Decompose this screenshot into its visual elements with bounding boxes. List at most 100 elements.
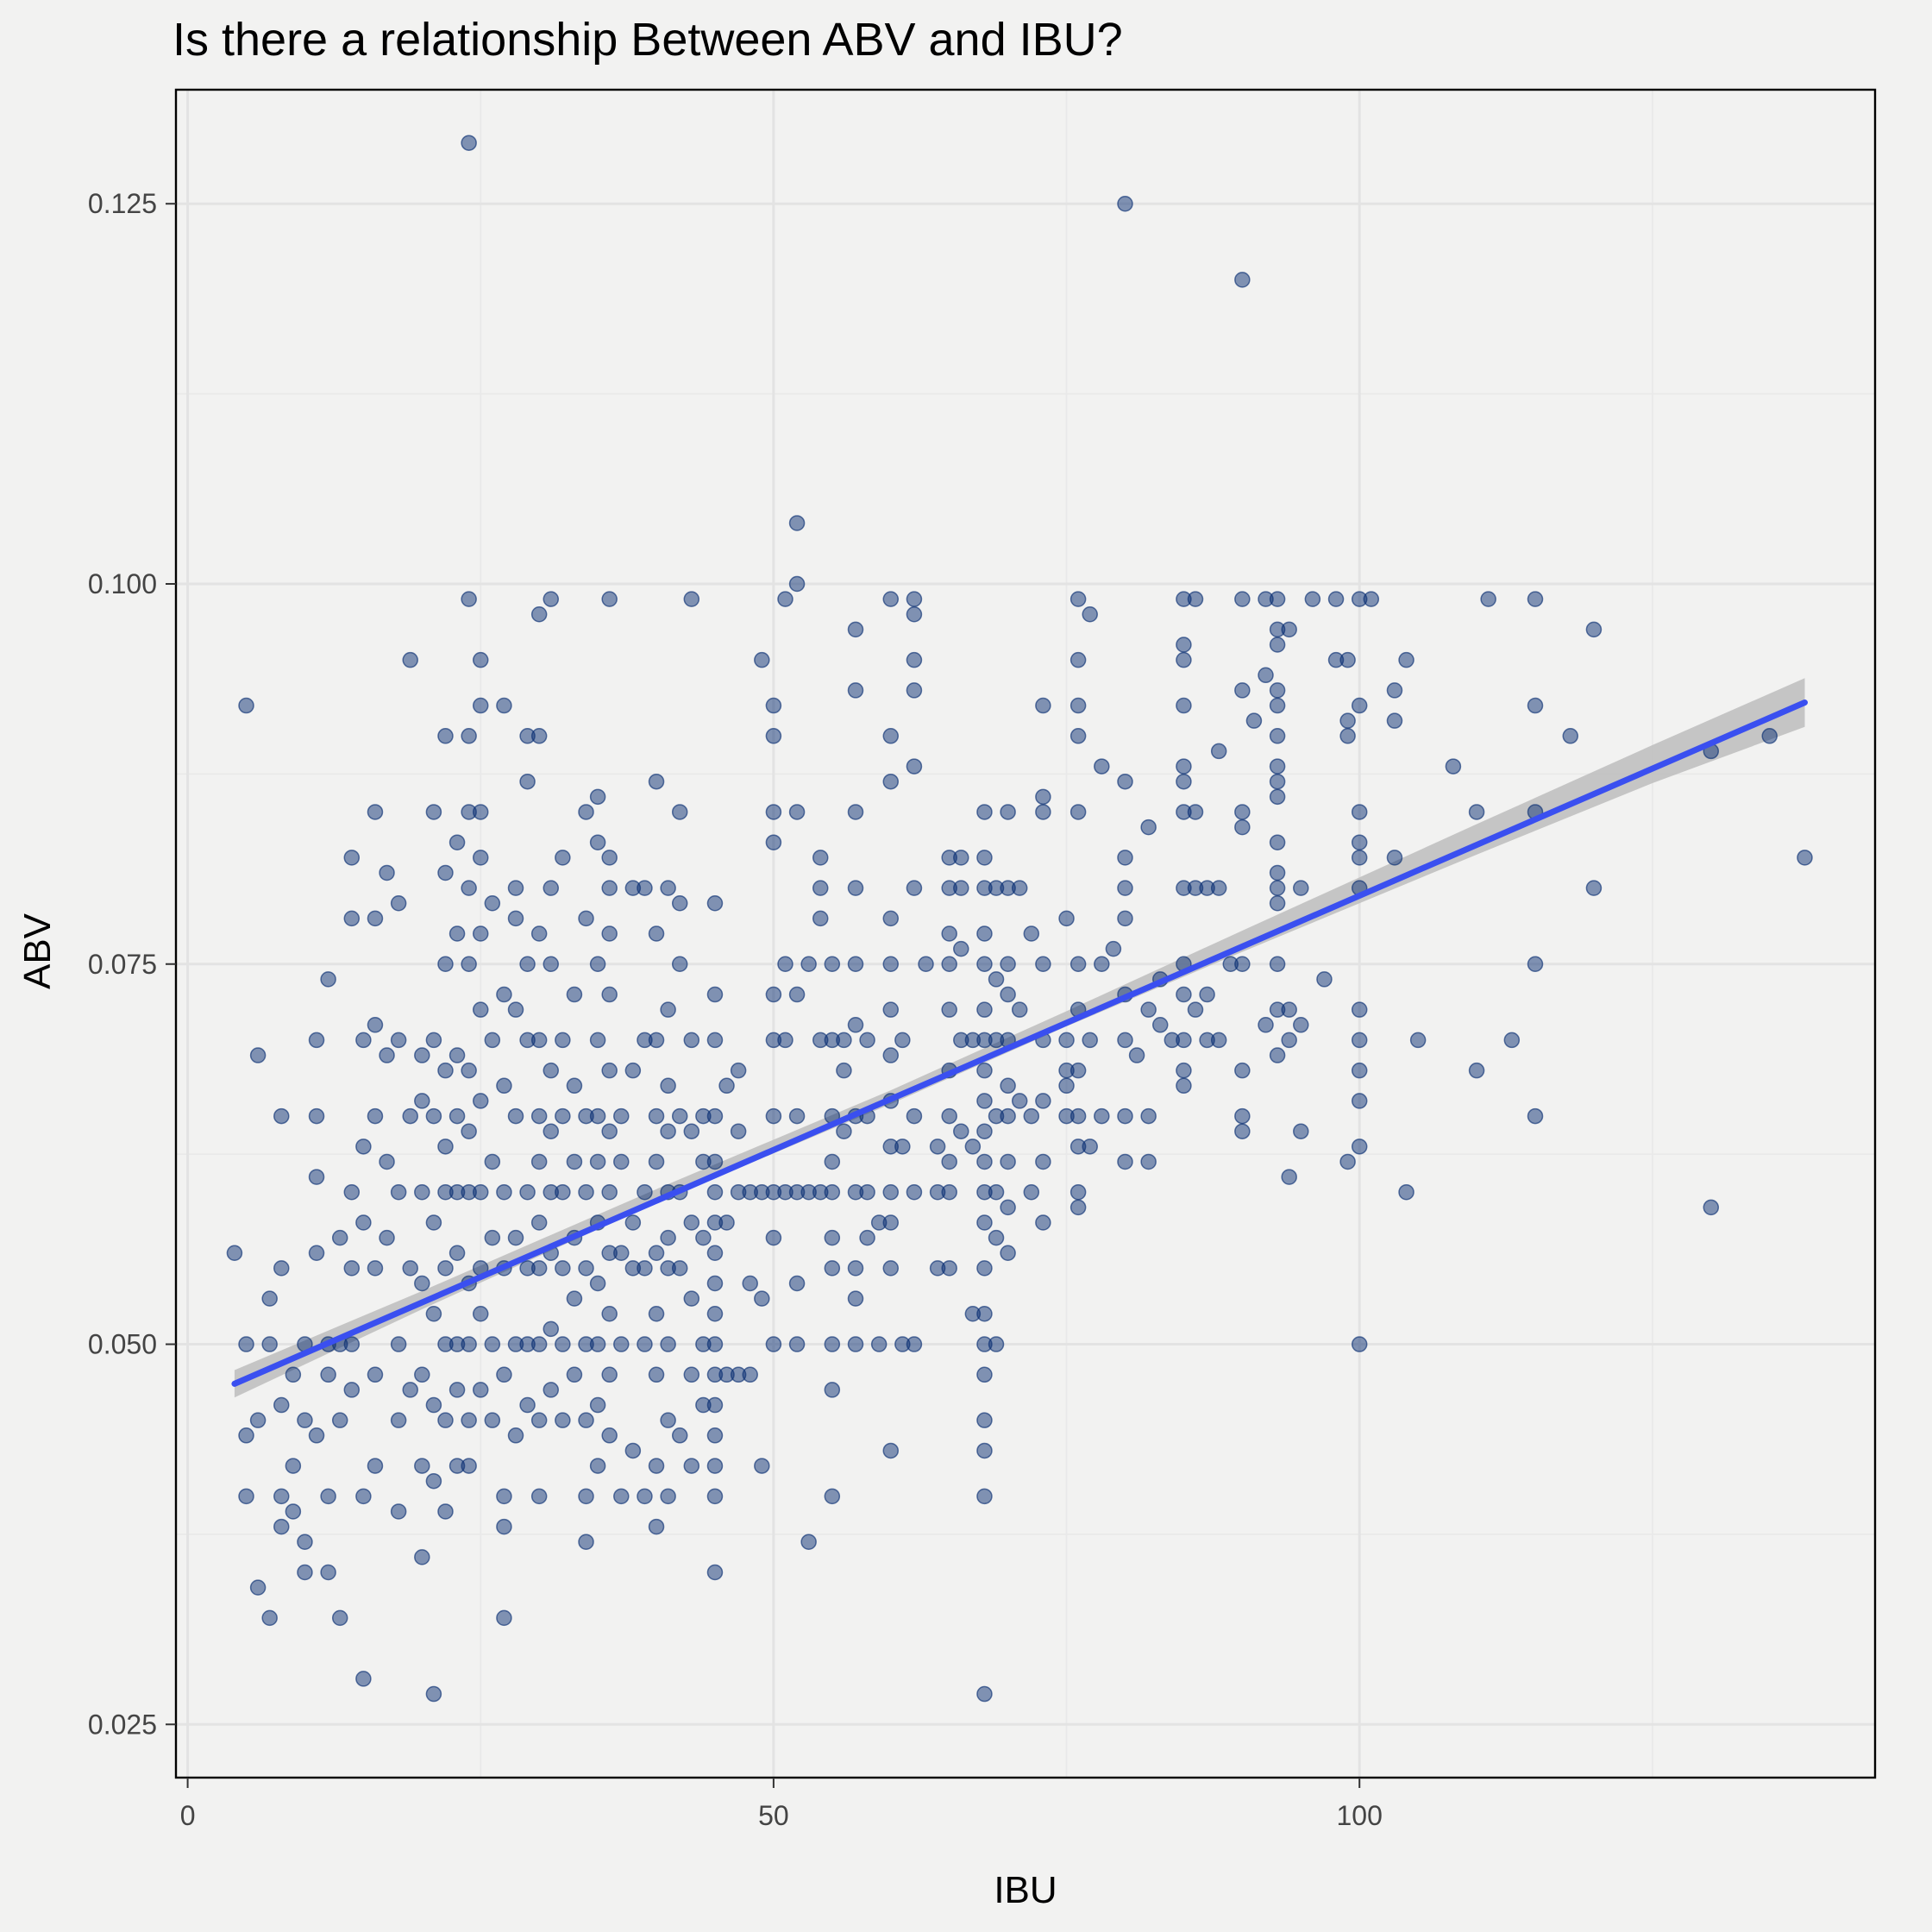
data-point xyxy=(496,986,512,1003)
data-point xyxy=(367,804,384,820)
data-point xyxy=(578,1534,594,1550)
data-point xyxy=(906,758,923,775)
data-point xyxy=(706,1427,724,1444)
data-point xyxy=(390,1503,407,1520)
data-point xyxy=(530,1260,548,1276)
data-point xyxy=(589,956,606,973)
data-point xyxy=(472,697,489,714)
data-point xyxy=(355,1214,372,1231)
data-point xyxy=(824,1229,841,1246)
data-point xyxy=(859,1032,875,1049)
data-point xyxy=(1035,788,1051,806)
data-point xyxy=(882,910,900,927)
data-point xyxy=(530,1107,548,1125)
data-point xyxy=(859,1229,875,1246)
data-point xyxy=(1176,773,1192,790)
data-point xyxy=(472,850,489,866)
data-point xyxy=(589,1336,606,1352)
data-point xyxy=(847,880,864,896)
data-point xyxy=(1128,1047,1145,1063)
data-point xyxy=(484,1229,501,1246)
data-point xyxy=(461,728,477,744)
data-point xyxy=(976,1093,993,1109)
data-point xyxy=(706,1396,724,1414)
data-point xyxy=(624,1062,642,1079)
data-point xyxy=(1351,804,1368,820)
data-point xyxy=(906,651,923,668)
data-point xyxy=(1269,1047,1286,1063)
data-point xyxy=(812,910,829,927)
data-point xyxy=(1199,986,1215,1003)
data-point xyxy=(1351,1062,1368,1079)
data-point xyxy=(976,1442,993,1459)
data-point xyxy=(906,682,923,699)
data-point xyxy=(308,1427,325,1444)
data-point xyxy=(1117,773,1133,790)
data-point xyxy=(448,1107,466,1125)
data-point xyxy=(1398,1183,1414,1201)
data-point xyxy=(1351,850,1368,866)
data-point xyxy=(589,1396,606,1414)
data-point xyxy=(929,1138,946,1155)
data-point xyxy=(390,1032,407,1049)
data-point xyxy=(941,925,957,942)
data-point xyxy=(461,1123,477,1139)
data-point xyxy=(1176,1077,1192,1095)
data-point xyxy=(648,1032,665,1049)
data-point xyxy=(637,1260,653,1276)
data-point xyxy=(765,728,782,744)
data-point xyxy=(882,1001,900,1018)
data-point xyxy=(249,1579,267,1596)
data-point xyxy=(1258,1017,1274,1033)
data-point xyxy=(765,986,782,1003)
data-point xyxy=(308,1107,325,1125)
data-point xyxy=(1140,1153,1157,1170)
data-point xyxy=(882,1214,900,1231)
data-point xyxy=(414,1183,430,1201)
data-point xyxy=(1187,1001,1204,1018)
data-point xyxy=(601,1062,618,1079)
data-point xyxy=(297,1534,313,1550)
data-point xyxy=(1176,651,1192,668)
data-point xyxy=(695,1229,712,1246)
data-point xyxy=(1117,1107,1133,1125)
data-point xyxy=(660,1412,676,1428)
confidence-band xyxy=(234,678,1805,1398)
data-point xyxy=(836,1032,852,1049)
data-point xyxy=(1070,1107,1087,1125)
data-point xyxy=(425,1472,442,1490)
data-point xyxy=(519,956,536,973)
data-point xyxy=(1176,986,1192,1003)
data-point xyxy=(1761,728,1778,744)
data-point xyxy=(402,1107,418,1125)
data-point xyxy=(1000,1153,1016,1170)
data-point xyxy=(448,925,466,942)
data-point xyxy=(437,1062,454,1079)
regression-line xyxy=(231,699,1808,1387)
data-point xyxy=(1117,1032,1133,1049)
data-point xyxy=(589,788,606,806)
data-point xyxy=(1398,651,1414,668)
data-point xyxy=(859,1183,875,1201)
data-point xyxy=(1070,591,1087,607)
data-point xyxy=(1234,1107,1251,1125)
data-point xyxy=(238,1488,254,1505)
data-point xyxy=(507,880,524,896)
data-point xyxy=(507,1001,524,1018)
data-point xyxy=(249,1412,267,1428)
data-point xyxy=(706,1183,724,1201)
data-point xyxy=(437,1138,454,1155)
data-point xyxy=(1023,1107,1040,1125)
data-point xyxy=(824,1153,841,1170)
data-point xyxy=(530,1412,548,1428)
data-point xyxy=(812,880,829,896)
data-point xyxy=(976,1260,993,1276)
data-point xyxy=(543,1320,560,1338)
data-point xyxy=(578,1412,594,1428)
data-point xyxy=(331,1609,348,1627)
data-point xyxy=(414,1366,430,1383)
data-point xyxy=(484,1412,501,1428)
data-point xyxy=(671,804,688,820)
data-point xyxy=(765,697,782,714)
